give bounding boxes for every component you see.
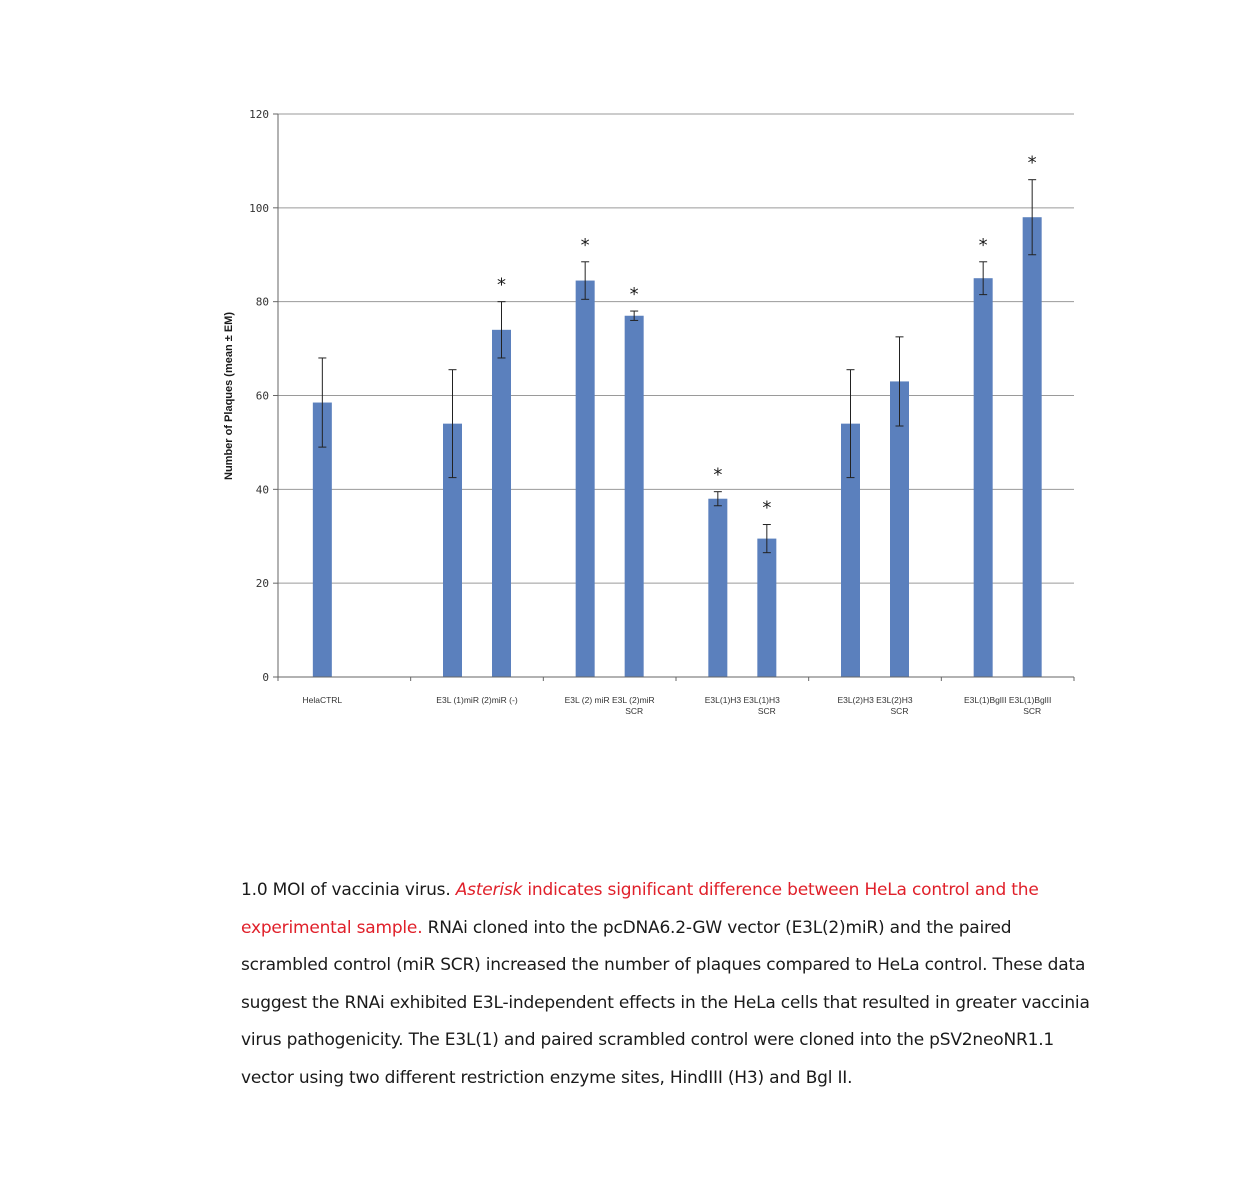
x-tick-label-4: E3L(2)H3 E3L(2)H3 bbox=[837, 695, 912, 705]
x-tick-label-1: E3L (1)miR (2)miR (-) bbox=[436, 695, 518, 705]
figure-caption: 1.0 MOI of vaccinia virus. Asterisk indi… bbox=[241, 872, 1101, 1097]
x-tick-label-line2-3: SCR bbox=[758, 706, 776, 716]
significance-asterisk-3-1: * bbox=[762, 498, 771, 519]
bar-5-1 bbox=[1022, 217, 1042, 677]
x-tick-label-5: E3L(1)BglII E3L(1)BglII bbox=[964, 695, 1051, 705]
y-axis: 0 20 40 60 80 100 120 bbox=[249, 108, 279, 684]
x-tick-label-line2-2: SCR bbox=[625, 706, 643, 716]
caption-part-1: 1.0 MOI of vaccinia virus. bbox=[241, 880, 456, 900]
caption-significance-note: indicates significant difference between… bbox=[241, 880, 1039, 938]
y-tick-label-100: 100 bbox=[249, 202, 269, 215]
y-tick-label-0: 0 bbox=[262, 671, 269, 684]
x-tick-label-0: HelaCTRL bbox=[302, 695, 342, 705]
y-axis-label: Number of Plaques (mean ± EM) bbox=[223, 312, 235, 480]
x-tick-label-line2-5: SCR bbox=[1023, 706, 1041, 716]
bar-4-0 bbox=[841, 423, 860, 677]
y-tick-label-40: 40 bbox=[256, 483, 269, 496]
x-tick-label-line2-4: SCR bbox=[891, 706, 909, 716]
caption-part-4: RNAi cloned into the pcDNA6.2-GW vector … bbox=[241, 917, 1090, 1088]
bar-2-0 bbox=[575, 280, 595, 677]
x-tick-label-3: E3L(1)H3 E3L(1)H3 bbox=[705, 695, 780, 705]
y-tick-label-20: 20 bbox=[256, 577, 269, 590]
significance-asterisk-2-1: * bbox=[630, 284, 639, 305]
significance-asterisk-5-0: * bbox=[979, 235, 988, 256]
caption-asterisk-word: Asterisk bbox=[455, 880, 523, 900]
y-tick-label-80: 80 bbox=[256, 296, 269, 309]
bar-3-1 bbox=[757, 538, 777, 677]
bar-3-0 bbox=[708, 498, 728, 677]
significance-asterisk-5-1: * bbox=[1028, 153, 1037, 174]
bar-2-1 bbox=[624, 315, 644, 677]
bar-1-1 bbox=[492, 329, 511, 677]
significance-asterisk-1-1: * bbox=[497, 275, 506, 296]
significance-asterisk-3-0: * bbox=[713, 465, 722, 486]
y-tick-label-120: 120 bbox=[249, 108, 269, 121]
bar-5-0 bbox=[973, 278, 993, 677]
x-axis: HelaCTRL E3L (1)miR (2)miR (-) E3L (2) miR… bbox=[277, 676, 1075, 716]
significance-asterisk-2-0: * bbox=[581, 235, 590, 256]
bar-chart: 0 20 40 60 80 100 120 * * * * * * * HelaCTRL E3L (1)m… bbox=[223, 108, 1075, 716]
bar-0-0 bbox=[312, 402, 332, 677]
gridlines bbox=[278, 113, 1074, 584]
x-tick-label-2: E3L (2) miR E3L (2)miR bbox=[565, 695, 655, 705]
y-tick-label-60: 60 bbox=[256, 390, 269, 403]
bar-1-0 bbox=[443, 423, 462, 677]
bars: * * * * * * * bbox=[312, 153, 1042, 677]
bar-4-1 bbox=[890, 381, 909, 677]
